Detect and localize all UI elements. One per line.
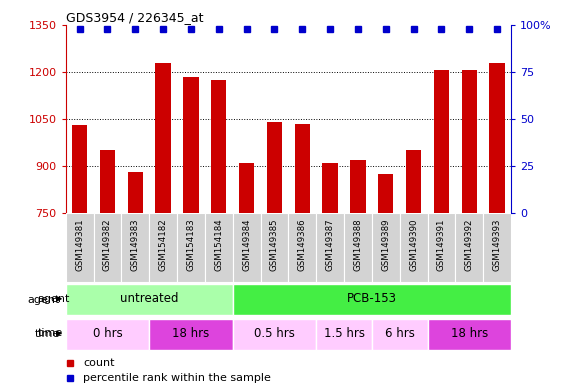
Bar: [66, 284, 233, 315]
Bar: [372, 213, 400, 282]
Bar: [155, 63, 171, 213]
Bar: [260, 213, 288, 282]
Text: untreated: untreated: [120, 292, 178, 305]
Bar: [344, 213, 372, 282]
Bar: [94, 213, 122, 282]
Text: percentile rank within the sample: percentile rank within the sample: [83, 372, 271, 383]
Bar: [72, 125, 87, 213]
Text: GSM149381: GSM149381: [75, 218, 84, 271]
Text: GSM154182: GSM154182: [159, 218, 168, 271]
Text: GSM154183: GSM154183: [186, 218, 195, 271]
Text: GSM149390: GSM149390: [409, 218, 418, 271]
Bar: [372, 319, 428, 349]
Text: GSM149393: GSM149393: [493, 218, 502, 271]
Text: count: count: [83, 358, 115, 368]
Bar: [461, 70, 477, 213]
Text: 18 hrs: 18 hrs: [172, 327, 210, 340]
Bar: [323, 163, 338, 213]
Bar: [183, 77, 199, 213]
Bar: [267, 122, 282, 213]
Text: GSM149392: GSM149392: [465, 218, 474, 271]
Bar: [66, 213, 94, 282]
Text: GDS3954 / 226345_at: GDS3954 / 226345_at: [66, 11, 203, 24]
Text: time: time: [35, 329, 60, 339]
Text: GSM149385: GSM149385: [270, 218, 279, 271]
Bar: [288, 213, 316, 282]
Text: 0.5 hrs: 0.5 hrs: [254, 327, 295, 340]
Text: PCB-153: PCB-153: [347, 292, 397, 305]
Bar: [233, 319, 316, 349]
Bar: [100, 151, 115, 213]
Bar: [66, 319, 149, 349]
Bar: [406, 151, 421, 213]
Bar: [205, 213, 233, 282]
Text: time: time: [38, 328, 63, 338]
Text: GSM149384: GSM149384: [242, 218, 251, 271]
Bar: [233, 284, 511, 315]
Bar: [400, 213, 428, 282]
Text: 18 hrs: 18 hrs: [451, 327, 488, 340]
Text: 0 hrs: 0 hrs: [93, 327, 122, 340]
Bar: [122, 213, 149, 282]
Bar: [316, 213, 344, 282]
Text: agent: agent: [38, 294, 70, 304]
Bar: [428, 319, 511, 349]
Bar: [350, 160, 365, 213]
Bar: [428, 213, 456, 282]
Text: 1.5 hrs: 1.5 hrs: [324, 327, 364, 340]
Text: GSM149383: GSM149383: [131, 218, 140, 271]
Text: GSM154184: GSM154184: [214, 218, 223, 271]
Bar: [211, 80, 227, 213]
Bar: [489, 63, 505, 213]
Text: GSM149388: GSM149388: [353, 218, 363, 271]
Bar: [456, 213, 483, 282]
Text: GSM149387: GSM149387: [325, 218, 335, 271]
Bar: [316, 319, 372, 349]
Bar: [149, 213, 177, 282]
Bar: [239, 163, 254, 213]
Text: GSM149386: GSM149386: [297, 218, 307, 271]
Bar: [434, 70, 449, 213]
Bar: [127, 172, 143, 213]
Bar: [483, 213, 511, 282]
Bar: [233, 213, 260, 282]
Text: GSM149382: GSM149382: [103, 218, 112, 271]
Bar: [378, 174, 393, 213]
Text: GSM149391: GSM149391: [437, 218, 446, 271]
Bar: [295, 124, 310, 213]
Text: agent: agent: [27, 295, 60, 305]
Bar: [177, 213, 205, 282]
Text: 6 hrs: 6 hrs: [385, 327, 415, 340]
Text: GSM149389: GSM149389: [381, 218, 391, 271]
Bar: [149, 319, 233, 349]
